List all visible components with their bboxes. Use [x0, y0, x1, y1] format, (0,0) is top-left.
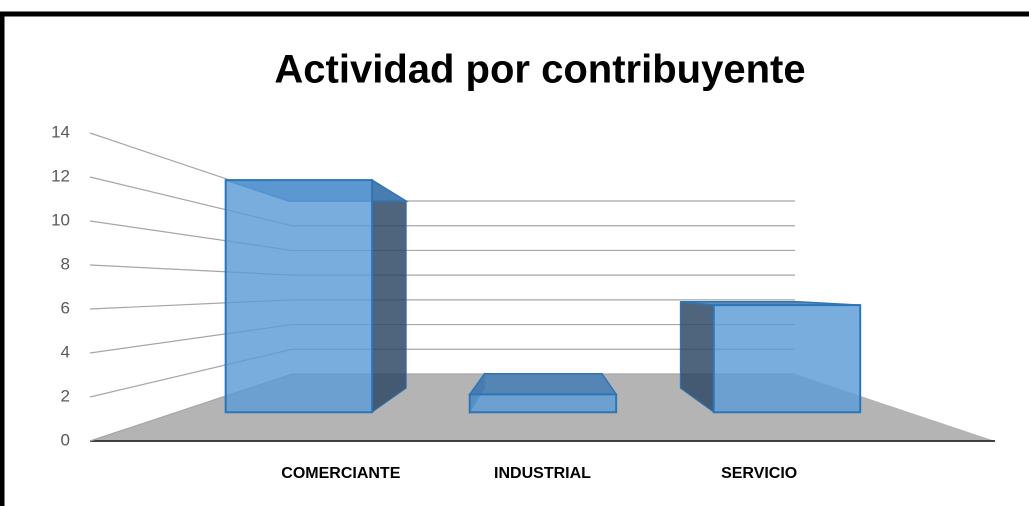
y-tick-label: 4	[61, 342, 70, 361]
bar-side	[371, 179, 407, 414]
y-tick-label: 12	[51, 166, 70, 185]
y-tick-label: 10	[51, 210, 70, 229]
x-tick-label: INDUSTRIAL	[494, 465, 591, 482]
y-tick-label: 14	[51, 122, 70, 141]
grid-line	[89, 132, 795, 202]
x-tick-label: COMERCIANTE	[281, 465, 400, 482]
chart-title: Actividad por contribuyente	[274, 48, 805, 92]
bar	[468, 393, 618, 414]
bar	[712, 304, 862, 414]
bar-top	[468, 372, 618, 396]
y-tick-label: 0	[61, 430, 70, 449]
y-tick-label: 8	[61, 254, 70, 273]
grid-line	[89, 264, 795, 276]
frame	[0, 11, 1029, 506]
y-tick-label: 2	[61, 386, 70, 405]
y-tick-label: 6	[61, 298, 70, 317]
x-tick-label: SERVICIO	[721, 465, 797, 482]
bar	[224, 179, 374, 414]
